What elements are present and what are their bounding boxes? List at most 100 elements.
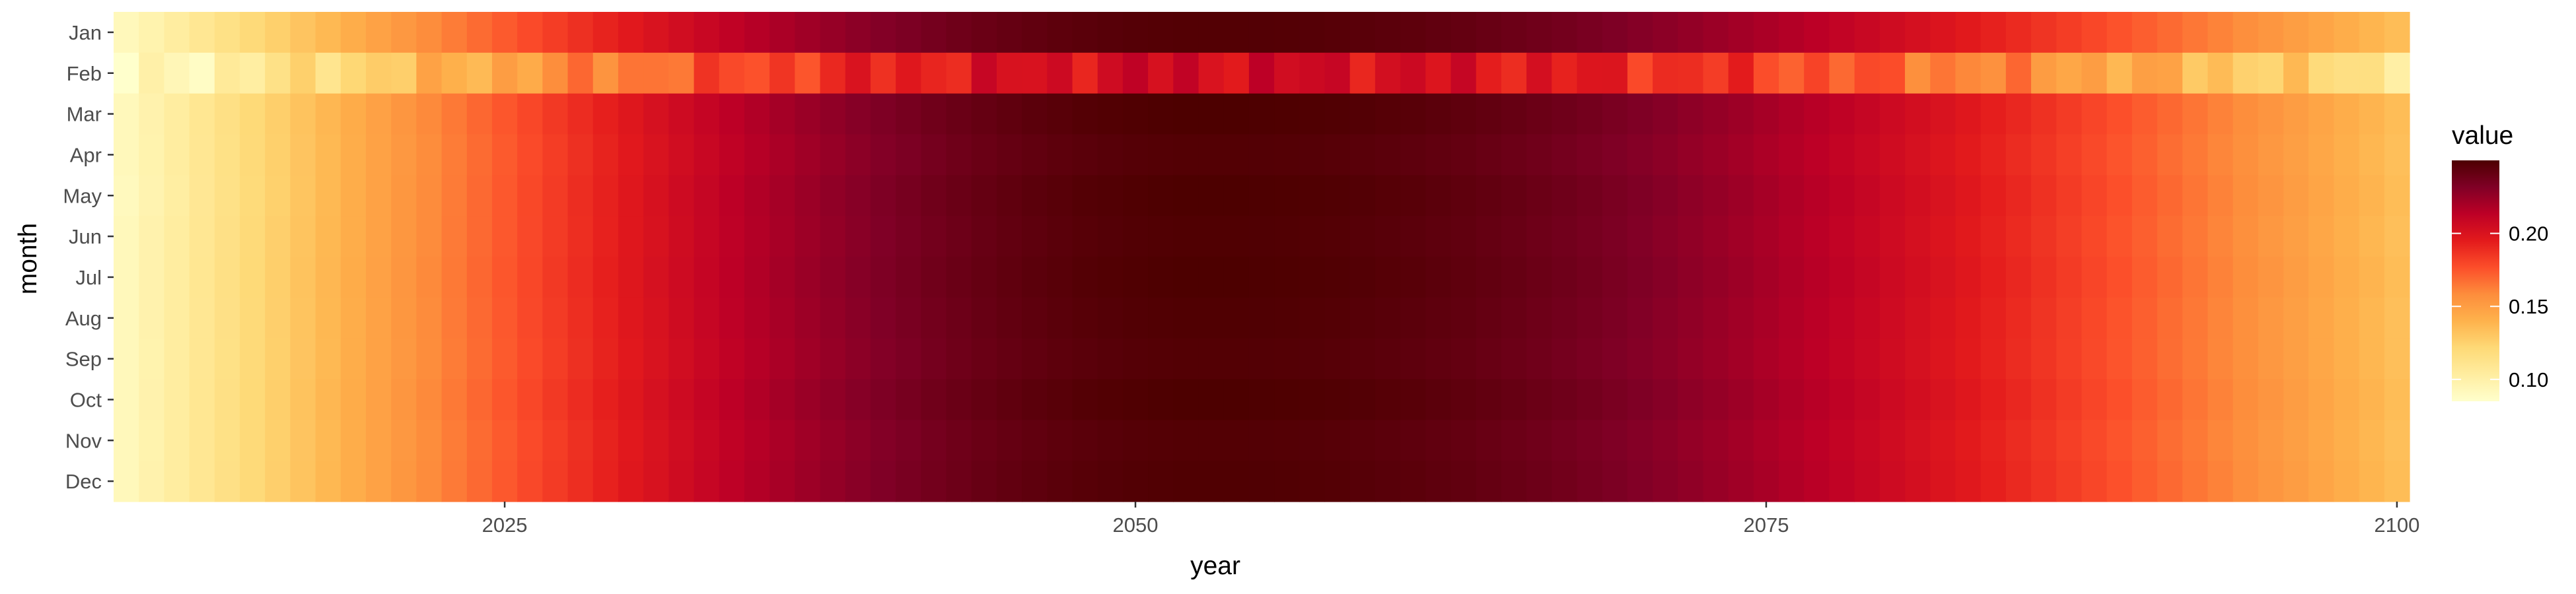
heatmap-cell [896,216,921,257]
heatmap-cell [1678,338,1704,380]
heatmap-cell [1047,52,1073,94]
heatmap-cell [1552,12,1578,53]
heatmap-cell [365,297,392,339]
legend-colorbar [2452,160,2499,401]
heatmap-cell [189,134,215,176]
heatmap-cell [694,297,720,339]
heatmap-cell [466,420,493,461]
heatmap-cell [1501,379,1527,420]
heatmap-cell [1299,175,1326,216]
heatmap-cell [1905,175,1931,216]
heatmap-cell [1829,93,1855,135]
heatmap-cell [2334,216,2360,257]
heatmap-cell [2207,52,2234,94]
y-tick-label: Jun [69,225,102,248]
heatmap-cell [2334,134,2360,176]
heatmap-cell [2182,134,2209,176]
heatmap-cell [2005,379,2032,420]
heatmap-cell [1930,52,1956,94]
heatmap-cell [1097,338,1124,380]
heatmap-cell [1425,93,1452,135]
heatmap-cell [845,12,871,53]
heatmap-cell [1980,420,2007,461]
heatmap-cell [2233,461,2259,502]
heatmap-cell [1299,461,1326,502]
heatmap-cell [1173,379,1199,420]
heatmap-cell [1602,461,1628,502]
heatmap-cell [139,420,164,461]
heatmap-cell [1248,134,1275,176]
heatmap-cell [1022,379,1048,420]
heatmap-cell [896,52,921,94]
heatmap-cells [114,12,2410,502]
heatmap-cell [1627,52,1653,94]
heatmap-cell [542,175,569,216]
heatmap-cell [2233,52,2259,94]
heatmap-cell [1501,12,1527,53]
heatmap-cell [1955,52,1982,94]
heatmap-cell [694,134,720,176]
heatmap-cell [744,420,770,461]
heatmap-cell [1400,461,1426,502]
heatmap-cell [1980,461,2007,502]
heatmap-cell [1501,461,1527,502]
heatmap-cell [265,297,291,339]
heatmap-cell [1450,52,1477,94]
heatmap-cell [1804,338,1830,380]
heatmap-cell [694,379,720,420]
heatmap-cell [1072,297,1098,339]
heatmap-cell [114,338,139,380]
heatmap-cell [1425,257,1452,298]
heatmap-cell [820,134,846,176]
heatmap-cell [971,338,997,380]
heatmap-cell [1804,420,1830,461]
heatmap-cell [1501,134,1527,176]
heatmap-cell [1526,297,1552,339]
heatmap-cell [189,257,215,298]
heatmap-cell [618,12,644,53]
heatmap-cell [592,93,619,135]
heatmap-cell [769,134,795,176]
heatmap-cell [1425,12,1452,53]
heatmap-cell [1980,12,2007,53]
heatmap-cell [946,257,972,298]
heatmap-cell [1879,420,1906,461]
heatmap-cell [1980,93,2007,135]
heatmap-cell [290,257,316,298]
heatmap-cell [542,257,569,298]
heatmap-cell [214,175,240,216]
heatmap-cell [1248,93,1275,135]
heatmap-cell [1779,12,1805,53]
heatmap-cell [971,461,997,502]
heatmap-cell [2131,52,2158,94]
heatmap-cell [2308,216,2335,257]
heatmap-cell [1248,338,1275,380]
heatmap-cell [2359,257,2385,298]
heatmap-cell [2207,134,2234,176]
heatmap-cell [1450,420,1477,461]
heatmap-cell [946,216,972,257]
heatmap-cell [2359,420,2385,461]
heatmap-cell [1678,93,1704,135]
heatmap-cell [1753,297,1779,339]
x-tick-label: 2100 [2374,513,2419,537]
heatmap-cell [1703,52,1729,94]
heatmap-cell [2056,338,2083,380]
heatmap-cell [592,257,619,298]
heatmap-cell [290,297,316,339]
heatmap-cell [2359,175,2385,216]
heatmap-cell [1324,12,1351,53]
heatmap-cell [1223,93,1250,135]
heatmap-cell [744,134,770,176]
heatmap-cell [643,12,669,53]
heatmap-cell [1703,93,1729,135]
heatmap-cell [1854,175,1880,216]
heatmap-cell [265,12,291,53]
heatmap-cell [2233,338,2259,380]
heatmap-cell [1879,379,1906,420]
heatmap-cell [769,175,795,216]
heatmap-cell [1728,93,1754,135]
heatmap-cell [1905,12,1931,53]
heatmap-cell [1930,420,1956,461]
heatmap-cell [1804,12,1830,53]
